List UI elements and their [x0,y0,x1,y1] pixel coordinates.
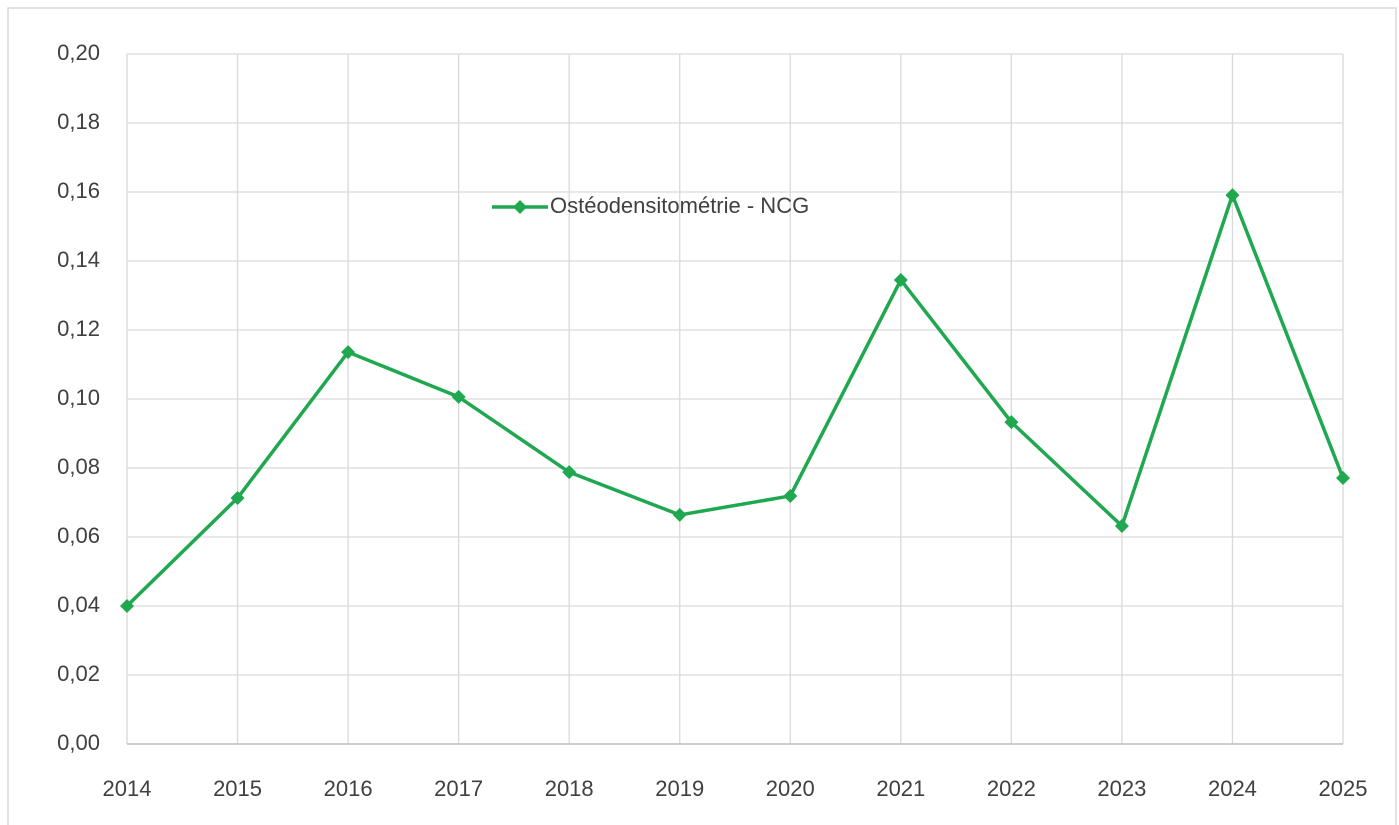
x-tick-label: 2024 [1208,776,1257,801]
x-tick-label: 2019 [655,776,704,801]
point [1336,471,1350,486]
x-tick-label: 2020 [766,776,815,801]
y-tick-label: 0,14 [57,247,100,272]
y-tick-label: 0,02 [57,661,100,686]
point [120,599,134,613]
y-tick-label: 0,08 [57,454,100,479]
x-tick-label: 2018 [545,776,594,801]
y-tick-label: 0,06 [57,523,100,548]
y-tick-label: 0,00 [57,730,100,755]
point [451,389,466,404]
y-tick-label: 0,04 [57,592,100,617]
point [783,488,798,503]
x-tick-label: 2022 [987,776,1036,801]
point [341,345,356,360]
point [1225,188,1240,203]
y-tick-label: 0,16 [57,178,100,203]
y-tick-label: 0,12 [57,316,100,341]
x-tick-label: 2015 [213,776,262,801]
point [672,507,687,522]
x-tick-label: 2021 [876,776,925,801]
x-tick-label: 2016 [324,776,373,801]
point [893,272,908,287]
y-tick-label: 0,20 [57,40,100,65]
point [230,491,245,506]
series-line [125,193,1345,608]
point [1114,518,1129,533]
x-tick-label: 2017 [434,776,483,801]
legend-marker [513,200,527,214]
point [562,465,577,480]
point [1004,415,1019,430]
chart-frame [7,7,1397,825]
y-tick-label: 0,10 [57,385,100,410]
y-tick-label: 0,18 [57,109,100,134]
x-tick-label: 2025 [1319,776,1368,801]
x-tick-label: 2023 [1097,776,1146,801]
legend-label: Ostéodensitométrie - NCG [550,193,809,218]
x-tick-label: 2014 [103,776,152,801]
